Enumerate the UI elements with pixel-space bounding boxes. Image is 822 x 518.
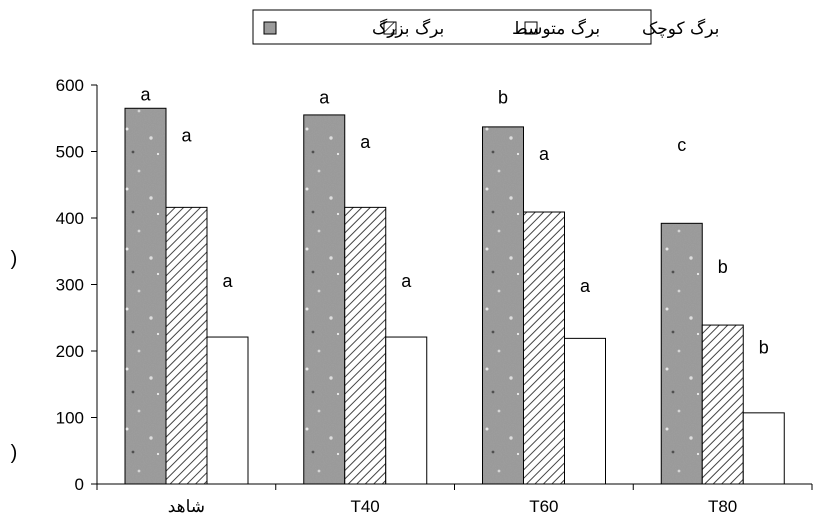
y-tick-label: 0: [75, 475, 84, 494]
significance-letter: a: [140, 84, 151, 104]
y-tick-label: 400: [56, 209, 84, 228]
y-tick-label: 300: [56, 276, 84, 295]
significance-letter: a: [401, 271, 412, 291]
bar: [482, 126, 524, 485]
legend-swatch-medium-leaf: [383, 21, 397, 35]
bar: [303, 114, 346, 485]
y-tick-label: 600: [56, 76, 84, 95]
bar: [701, 324, 744, 485]
y-tick-label: 500: [56, 143, 84, 162]
bars: [124, 107, 785, 485]
bar: [564, 337, 606, 485]
legend-frame: [252, 9, 652, 45]
significance-letter: a: [580, 276, 591, 296]
x-category-label: شاهد: [168, 497, 205, 516]
significance-letter: a: [181, 126, 192, 146]
bar: [344, 206, 387, 485]
significance-letter: a: [539, 144, 550, 164]
x-category-label: T80: [708, 497, 737, 516]
y-axis-label-fragment-bottom: ): [11, 442, 18, 464]
significance-letter: b: [759, 338, 769, 358]
axes: 0 100 200 300 400 500 600: [56, 76, 813, 494]
legend: برگ کوچک برگ متوسط برگ بزرگ: [252, 9, 719, 45]
labels: شاهد a a a T40 a a a T60 b a a T80 c b b: [140, 84, 768, 516]
bar: [660, 222, 703, 485]
significance-letter: b: [718, 257, 728, 277]
x-category-label: T60: [529, 497, 558, 516]
bar: [742, 412, 785, 485]
x-category-label: T40: [350, 497, 379, 516]
significance-letter: a: [222, 271, 233, 291]
bar: [523, 211, 565, 485]
significance-letter: a: [360, 132, 371, 152]
y-tick-label: 100: [56, 409, 84, 428]
y-axis-label-fragment-top: ): [11, 248, 18, 270]
y-tick-label: 200: [56, 342, 84, 361]
bar: [165, 206, 208, 485]
legend-swatch-large-leaf: [263, 21, 277, 35]
bar: [385, 336, 428, 485]
significance-letter: c: [677, 135, 686, 155]
significance-letter: a: [319, 88, 330, 108]
bar: [124, 107, 167, 485]
bar: [206, 336, 249, 485]
legend-label-large-leaf: برگ بزرگ: [372, 18, 444, 39]
legend-label-medium-leaf: برگ متوسط: [512, 18, 600, 39]
legend-label-small-leaf: برگ کوچک: [642, 18, 719, 39]
legend-swatch-small-leaf: [524, 21, 538, 35]
significance-letter: b: [498, 88, 508, 108]
